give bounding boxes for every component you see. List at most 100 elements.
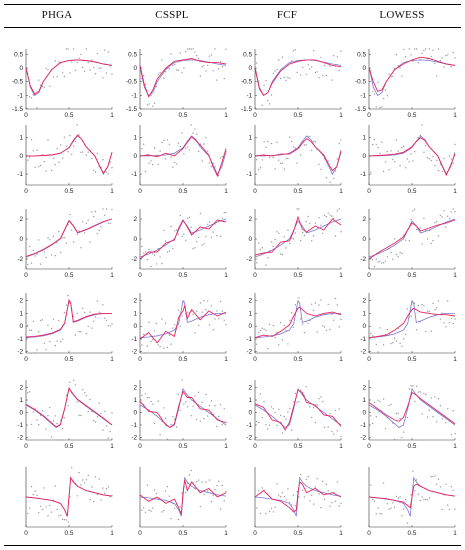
y-tick-label: -2 — [360, 435, 366, 442]
noise-point — [388, 73, 390, 75]
noise-point — [192, 248, 194, 250]
noise-point — [445, 422, 447, 424]
noise-point — [65, 48, 68, 50]
noise-point — [300, 473, 302, 476]
noise-point — [78, 414, 80, 416]
noise-point — [340, 50, 342, 52]
noise-point — [34, 490, 36, 492]
noise-point — [76, 401, 78, 403]
noise-point — [338, 505, 340, 507]
noise-point — [393, 438, 396, 441]
estimate-line — [368, 56, 456, 92]
noise-point — [102, 487, 104, 489]
noise-point — [41, 508, 44, 511]
noise-point — [210, 236, 213, 239]
x-tick-label: 0 — [24, 112, 28, 119]
noise-point — [192, 48, 194, 50]
noise-point — [87, 410, 89, 413]
noise-point — [199, 505, 202, 508]
noise-point — [259, 248, 262, 251]
noise-point — [25, 170, 27, 172]
noise-point — [111, 323, 113, 325]
noise-point — [58, 161, 60, 163]
noise-point — [377, 399, 379, 401]
noise-point — [225, 48, 227, 50]
noise-point — [428, 158, 431, 160]
noise-point — [49, 504, 51, 507]
x-tick-label: 1 — [224, 530, 228, 537]
noise-point — [161, 141, 163, 144]
noise-point — [290, 429, 293, 431]
noise-point — [29, 507, 31, 509]
noise-point — [393, 161, 396, 163]
noise-point — [399, 67, 401, 69]
noise-point — [403, 145, 405, 147]
noise-point — [32, 249, 34, 252]
noise-point — [263, 84, 265, 87]
noise-point — [168, 143, 170, 145]
noise-point — [30, 97, 33, 99]
noise-point — [87, 61, 89, 64]
y-tick-label: 1 — [362, 310, 366, 317]
noise-point — [388, 508, 390, 510]
noise-point — [197, 150, 200, 153]
noise-point — [430, 159, 432, 162]
noise-point — [45, 170, 47, 172]
noise-point — [197, 391, 200, 393]
noise-point — [276, 68, 278, 71]
noise-point — [432, 155, 434, 158]
noise-point — [307, 215, 309, 218]
noise-point — [94, 171, 97, 173]
noise-point — [320, 299, 322, 301]
noise-point — [404, 333, 407, 335]
noise-point — [41, 319, 44, 321]
noise-point — [311, 416, 313, 419]
noise-point — [287, 229, 289, 231]
noise-point — [67, 405, 69, 407]
noise-point — [170, 518, 172, 520]
noise-point — [83, 392, 86, 394]
noise-point — [254, 241, 256, 243]
noise-point — [428, 310, 431, 313]
noise-point — [179, 409, 181, 411]
noise-point — [298, 496, 300, 498]
noise-point — [91, 59, 93, 61]
noise-point — [401, 345, 403, 347]
noise-point — [289, 77, 291, 80]
noise-point — [80, 331, 82, 333]
noise-point — [58, 61, 60, 63]
noise-point — [175, 426, 178, 428]
x-tick-label: 0 — [367, 443, 371, 450]
noise-point — [105, 425, 108, 427]
noise-point — [441, 57, 443, 59]
noise-point — [395, 139, 398, 141]
noise-point — [259, 329, 262, 332]
noise-point — [285, 499, 287, 501]
noise-point — [300, 74, 302, 76]
noise-point — [368, 58, 370, 61]
x-tick-label: 1 — [110, 272, 114, 279]
noise-point — [448, 155, 451, 157]
noise-point — [196, 480, 198, 483]
noise-point — [60, 251, 62, 254]
noise-point — [423, 305, 425, 307]
noise-point — [179, 506, 181, 508]
noise-point — [329, 181, 331, 183]
noise-point — [323, 426, 326, 428]
noise-point — [153, 422, 156, 424]
noise-point — [406, 416, 409, 419]
noise-point — [181, 492, 183, 494]
noise-point — [96, 493, 99, 496]
noise-point — [190, 226, 192, 228]
y-tick-label: -1 — [246, 171, 252, 178]
noise-point — [305, 220, 307, 223]
noise-point — [375, 416, 377, 418]
panel-r2-fcf: 0 0.5 1 1 0 -1 — [246, 125, 343, 195]
noise-point — [104, 317, 106, 319]
noise-point — [98, 478, 100, 480]
y-tick-label: 1 — [362, 135, 366, 142]
noise-point — [30, 329, 33, 332]
y-tick-label: 0 — [133, 410, 137, 417]
noise-point — [34, 166, 36, 168]
noise-point — [303, 496, 306, 498]
